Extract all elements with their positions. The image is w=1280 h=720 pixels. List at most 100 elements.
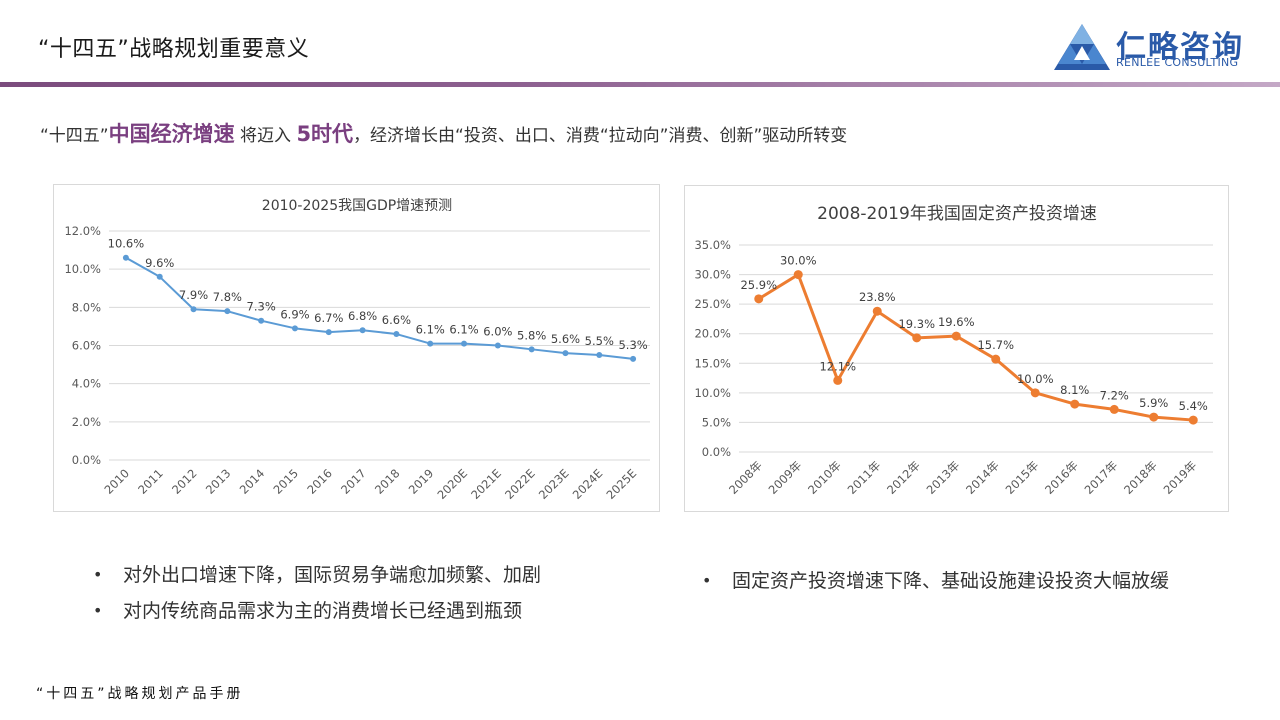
data-point xyxy=(793,270,803,280)
data-label: 30.0% xyxy=(780,254,817,268)
logo-text-en: RENLEE CONSULTING xyxy=(1116,56,1239,69)
data-label: 5.4% xyxy=(1179,399,1208,413)
x-tick-label: 2010 xyxy=(101,466,132,497)
data-label: 7.2% xyxy=(1100,388,1129,402)
x-tick-label: 2019年 xyxy=(1161,458,1200,497)
logo-mark-icon xyxy=(1054,24,1110,70)
bullet-item: 对外出口增速下降，国际贸易争端愈加频繁、加剧 xyxy=(93,563,541,599)
x-tick-label: 2021E xyxy=(468,466,504,502)
gdp-growth-chart-svg: 2010-2025我国GDP增速预测 0.0% 2.0% 4.0% 6.0% 8.0% 10… xyxy=(64,198,650,502)
y-tick-label: 20.0% xyxy=(694,327,731,341)
y-tick-label: 35.0% xyxy=(694,238,731,252)
data-point xyxy=(258,317,265,324)
y-tick-label: 12.0% xyxy=(64,224,101,238)
x-tick-label: 2012 xyxy=(169,466,200,497)
y-tick-label: 2.0% xyxy=(72,415,101,429)
bullet-list-right: 固定资产投资增速下降、基础设施建设投资大幅放缓 xyxy=(702,569,1169,605)
x-tick-label: 2018 xyxy=(372,466,403,497)
data-point xyxy=(754,294,764,304)
data-label: 5.5% xyxy=(585,334,614,348)
chart-title: 2008-2019年我国固定资产投资增速 xyxy=(817,204,1097,224)
y-tick-label: 10.0% xyxy=(64,262,101,276)
data-label: 7.9% xyxy=(179,288,208,302)
data-label: 15.7% xyxy=(977,338,1014,352)
data-label: 10.6% xyxy=(108,237,145,251)
data-point xyxy=(1149,412,1159,422)
data-label: 8.1% xyxy=(1060,383,1089,397)
y-tick-label: 30.0% xyxy=(694,268,731,282)
x-tick-label: 2009年 xyxy=(766,458,805,497)
x-tick-label: 2016 xyxy=(304,466,335,497)
data-label: 6.8% xyxy=(348,309,377,323)
series-line xyxy=(125,256,634,360)
data-point xyxy=(1070,399,1080,409)
fixed-investment-chart-svg: 2008-2019年我国固定资产投资增速 0.0% 5.0% 10.0% 15.0% 20… xyxy=(694,204,1213,497)
data-point xyxy=(833,375,843,385)
x-tick-label: 2018年 xyxy=(1121,458,1160,497)
x-tick-label: 2019 xyxy=(406,466,437,497)
data-point xyxy=(1109,404,1119,414)
data-point xyxy=(461,340,468,347)
data-label: 5.3% xyxy=(618,338,647,352)
y-tick-label: 6.0% xyxy=(72,339,101,353)
x-tick-label: 2008年 xyxy=(726,458,765,497)
headline-part2: 将迈入 xyxy=(234,126,297,146)
bullet-list-left: 对外出口增速下降，国际贸易争端愈加频繁、加剧 对内传统商品需求为主的消费增长已经… xyxy=(93,563,541,635)
data-label: 9.6% xyxy=(145,256,174,270)
data-point xyxy=(912,333,922,343)
footer-text: “十四五”战略规划产品手册 xyxy=(36,686,244,702)
data-label: 25.9% xyxy=(740,278,777,292)
data-point xyxy=(991,354,1001,364)
x-tick-label: 2015年 xyxy=(1003,458,1042,497)
headline: “十四五”中国经济增速 将迈入 5时代，经济增长由“投资、出口、消费“拉动向”消… xyxy=(40,118,847,148)
y-tick-label: 8.0% xyxy=(72,300,101,314)
data-label: 5.6% xyxy=(551,332,580,346)
data-label: 6.1% xyxy=(416,323,445,337)
bullet-item: 对内传统商品需求为主的消费增长已经遇到瓶颈 xyxy=(93,599,541,635)
data-point xyxy=(224,308,231,315)
page-title: “十四五”战略规划重要意义 xyxy=(38,37,310,62)
data-label: 12.1% xyxy=(819,359,856,373)
x-tick-label: 2024E xyxy=(570,466,606,502)
logo-text-cn: 仁略咨询 xyxy=(1116,30,1244,65)
x-tick-label: 2013 xyxy=(203,466,234,497)
data-point xyxy=(596,352,603,359)
data-label: 7.8% xyxy=(213,290,242,304)
x-tick-label: 2016年 xyxy=(1042,458,1081,497)
y-tick-label: 5.0% xyxy=(702,415,731,429)
x-tick-label: 2022E xyxy=(502,466,538,502)
data-label: 23.8% xyxy=(859,290,896,304)
data-label: 6.6% xyxy=(382,313,411,327)
data-point xyxy=(630,355,637,362)
data-point xyxy=(393,331,400,338)
data-point xyxy=(1030,388,1040,398)
data-point xyxy=(122,254,129,261)
data-point xyxy=(427,340,434,347)
data-point xyxy=(325,329,332,336)
headline-highlight-growth: 中国经济增速 xyxy=(108,122,235,146)
data-label: 6.7% xyxy=(314,311,343,325)
series-line xyxy=(757,273,1194,422)
x-tick-label: 2025E xyxy=(603,466,639,502)
data-label: 6.0% xyxy=(483,325,512,339)
data-label: 6.1% xyxy=(449,323,478,337)
data-point xyxy=(494,342,501,349)
fixed-investment-chart: 2008-2019年我国固定资产投资增速 0.0% 5.0% 10.0% 15.0% 20… xyxy=(684,185,1229,512)
bullet-item: 固定资产投资增速下降、基础设施建设投资大幅放缓 xyxy=(702,569,1169,605)
company-logo: 仁略咨询 RENLEE CONSULTING xyxy=(1054,24,1254,72)
headline-part1: “十四五” xyxy=(40,126,109,146)
x-tick-label: 2014年 xyxy=(963,458,1002,497)
y-tick-label: 4.0% xyxy=(72,377,101,391)
header-divider xyxy=(0,82,1280,87)
data-label: 7.3% xyxy=(247,300,276,314)
y-tick-label: 0.0% xyxy=(702,445,731,459)
x-tick-label: 2023E xyxy=(536,466,572,502)
data-label: 19.3% xyxy=(898,317,935,331)
data-label: 19.6% xyxy=(938,315,975,329)
x-tick-label: 2020E xyxy=(434,466,470,502)
data-point xyxy=(291,325,298,332)
data-point xyxy=(190,306,197,313)
data-point xyxy=(562,350,569,357)
data-point xyxy=(528,346,535,353)
data-point xyxy=(359,327,366,334)
